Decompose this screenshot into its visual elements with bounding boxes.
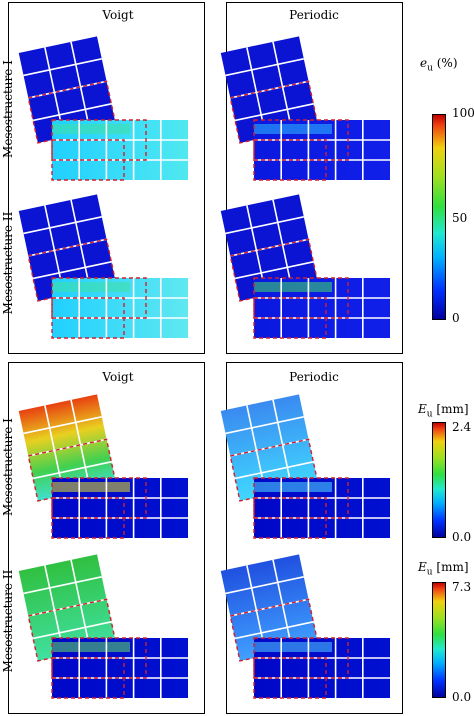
col-title-bottom-periodic: Periodic [289,370,339,384]
field-bottom-voigt-meso2 [18,554,188,699]
colorbar-top-tick-min: 0 [452,311,460,325]
field-top-voigt-meso1 [18,36,188,181]
colorbar-top-title-main: e [420,56,428,70]
colorbar-top-tick-mid: 50 [452,211,468,225]
colorbar-bottom2-title: Eu [mm] [418,560,469,577]
field-bottom-voigt-meso1 [18,394,188,539]
colorbar-top [432,114,446,320]
col-title-top-periodic: Periodic [289,8,339,22]
colorbar-top-title-sub: u [427,63,433,74]
colorbar-bottom1-tick-min: 0.0 [452,530,472,544]
row-label-bottom-meso1: Mesostructure I [1,418,15,516]
colorbar-bottom1-title-sub: u [426,409,433,420]
colorbar-bottom2-title-unit: [mm] [436,560,469,574]
col-title-top-voigt: Voigt [102,8,134,22]
field-bottom-periodic-meso2 [220,554,390,699]
colorbar-bottom1-tick-max: 2.4 [452,420,472,434]
colorbar-bottom1-title: Eu [mm] [418,402,469,419]
colorbar-bottom-1 [432,422,446,538]
colorbar-bottom2-tick-min: 0.0 [452,690,472,704]
field-top-periodic-meso2 [220,194,390,339]
colorbar-bottom2-title-sub: u [426,567,433,578]
field-bottom-periodic-meso1 [220,394,390,539]
col-title-bottom-voigt: Voigt [102,370,134,384]
colorbar-bottom1-title-unit: [mm] [436,402,469,416]
colorbar-top-title-unit: (%) [436,56,458,70]
colorbar-bottom-2 [432,582,446,698]
field-top-periodic-meso1 [220,36,390,181]
field-top-voigt-meso2 [18,194,188,339]
colorbar-bottom2-title-main: E [418,560,427,574]
colorbar-bottom2-tick-max: 7.3 [452,580,472,594]
row-label-top-meso2: Mesostructure II [1,211,15,315]
colorbar-bottom1-title-main: E [418,402,427,416]
colorbar-top-title: eu (%) [420,56,458,73]
colorbar-top-tick-max: 100 [452,106,474,120]
row-label-bottom-meso2: Mesostructure II [1,569,15,673]
row-label-top-meso1: Mesostructure I [1,60,15,158]
